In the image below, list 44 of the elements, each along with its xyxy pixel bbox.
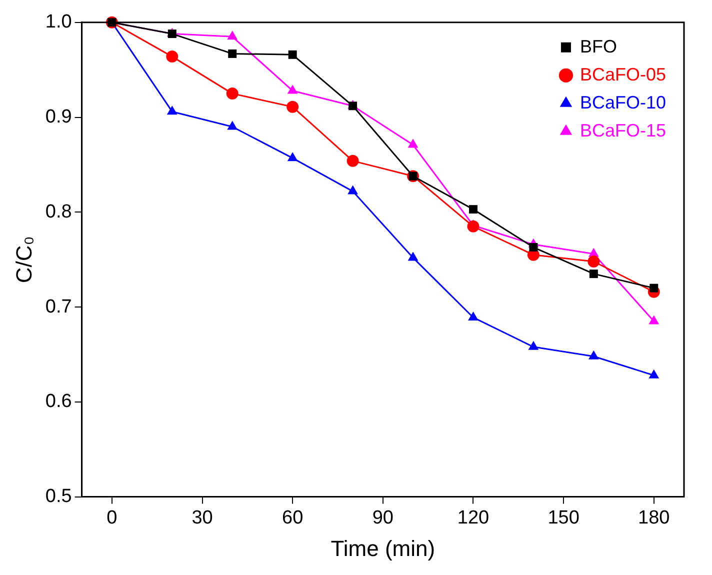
y-axis-title: C/C₀ — [11, 236, 36, 284]
point — [529, 243, 538, 252]
point — [346, 154, 359, 167]
point — [650, 284, 658, 292]
point — [226, 88, 238, 100]
point — [287, 84, 298, 94]
legend-label: BCaFO-15 — [580, 120, 666, 140]
legend-label: BCaFO-10 — [580, 92, 666, 112]
point — [589, 270, 598, 278]
point — [287, 152, 298, 162]
point — [408, 252, 418, 261]
y-tick-label: 0.7 — [45, 296, 72, 318]
x-tick-label: 90 — [372, 507, 394, 528]
legend-label: BFO — [580, 36, 617, 56]
legend-label: BCaFO-05 — [580, 64, 666, 84]
x-axis-title: Time (min) — [330, 536, 436, 561]
x-tick-label: 60 — [282, 507, 304, 528]
y-tick-label: 0.8 — [45, 201, 72, 222]
point — [166, 106, 178, 115]
x-tick-label: 150 — [548, 507, 580, 528]
point — [468, 311, 478, 320]
x-tick-label: 180 — [638, 507, 670, 528]
point — [286, 100, 299, 113]
point — [227, 30, 238, 40]
y-tick-label: 0.5 — [45, 486, 72, 508]
y-tick-label: 0.9 — [45, 106, 72, 128]
y-tick-label: 1.0 — [45, 12, 72, 33]
point — [588, 256, 600, 268]
x-tick-label: 120 — [457, 507, 490, 528]
point — [528, 340, 539, 350]
point — [227, 120, 238, 130]
point — [468, 205, 478, 214]
point — [648, 315, 660, 324]
point — [348, 185, 358, 194]
point — [648, 369, 660, 378]
x-tick-label: 0 — [106, 507, 118, 528]
point — [166, 50, 178, 63]
x-tick-label: 30 — [192, 507, 213, 528]
point — [408, 138, 418, 148]
point — [467, 220, 480, 232]
y-tick-label: 0.6 — [45, 391, 72, 412]
point — [288, 50, 297, 59]
point — [228, 49, 237, 58]
point — [588, 350, 599, 360]
